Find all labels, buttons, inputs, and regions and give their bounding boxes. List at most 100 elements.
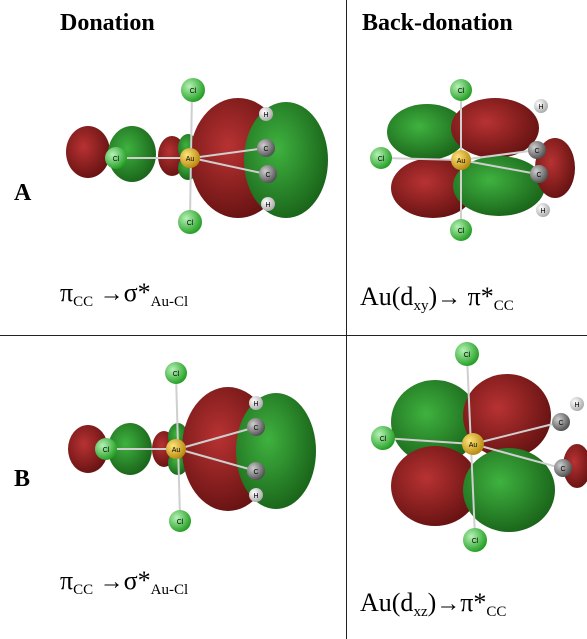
sigma-symbol: σ* [123,278,151,307]
atom-label-h: H [253,493,258,500]
carbon-atom [257,139,275,157]
lobe-red [66,126,110,178]
carbon-atom [552,413,570,431]
pi-star-subscript: CC [486,604,507,620]
atom-label-cl: Cl [177,519,184,526]
au-orbital-text: Au(d [360,282,414,311]
d-orbital-subscript: xz [413,604,428,620]
atom-label-cl: Cl [113,156,120,163]
lobe-red [463,374,551,458]
close-paren: ) [427,588,437,617]
orbital-b-back-svg: Cl Cl Cl Au H C C [371,342,587,552]
chlorine-atom [371,426,395,450]
carbon-atom [247,418,265,436]
d-orbital-subscript: xy [413,298,429,314]
atom-label-c: C [534,148,539,155]
atom-label-c: C [560,466,565,473]
sigma-subscript: Au-Cl [150,294,189,310]
lobe-red [563,444,587,488]
atom-label-c: C [253,469,258,476]
chlorine-atom [95,438,117,460]
orbital-image-b-back-donation: Cl Cl Cl Au H C C [355,340,587,565]
hydrogen-atom [536,203,550,217]
atom-label-cl: Cl [103,447,110,454]
lobe-red [451,98,539,158]
chlorine-atom [370,147,392,169]
caption-b-donation: πCC →σ*Au-Cl [60,566,188,599]
arrow-symbol: → [437,285,462,311]
carbon-atom [528,141,546,159]
chlorine-atom [165,362,187,384]
pi-star-subscript: CC [493,298,514,314]
header-back-donation: Back-donation [362,10,513,36]
atom-label-c: C [263,146,268,153]
hydrogen-atom [259,107,273,121]
bond [177,448,257,472]
orbital-a-back-svg: Cl Cl Cl Au H H C C [370,79,575,241]
atom-label-c: C [536,172,541,179]
chlorine-atom [463,528,487,552]
lobe-green [244,102,328,218]
bond [191,157,267,175]
chlorine-atom [455,342,479,366]
carbon-atom [259,165,277,183]
lobe-red [391,446,479,526]
orbital-image-a-donation: Cl Cl Cl Au H H C C [40,50,340,250]
orbital-image-a-back-donation: Cl Cl Cl Au H H C C [355,70,585,250]
atom-label-h: H [538,104,543,111]
atom-label-au: Au [457,158,466,165]
caption-a-donation: πCC →σ*Au-Cl [60,278,188,311]
vertical-divider [346,0,347,639]
carbon-atom [554,459,572,477]
bond [460,159,538,175]
arrow-symbol: → [436,591,461,617]
bond [472,421,562,445]
bond [191,147,267,159]
atom-label-h: H [540,208,545,215]
carbon-atom [530,165,548,183]
atom-label-cl: Cl [187,220,194,227]
atom-label-au: Au [186,156,195,163]
atom-label-h: H [253,401,258,408]
close-paren: ) [428,282,438,311]
bond [472,443,562,469]
sigma-subscript: Au-Cl [150,582,189,598]
pi-subscript: CC [73,294,94,310]
bond [382,157,462,161]
lobe-red [68,425,108,473]
chlorine-atom [178,210,202,234]
hydrogen-atom [249,488,263,502]
horizontal-divider [0,335,587,336]
atom-label-au: Au [469,442,478,449]
chlorine-atom [169,510,191,532]
caption-b-back-donation: Au(dxz)→π*CC [360,588,506,621]
carbon-atom [247,462,265,480]
lobe-green [236,393,316,509]
pi-symbol: π [60,566,74,595]
atom-label-c: C [265,172,270,179]
gold-atom [451,150,471,170]
au-orbital-text: Au(d [360,588,414,617]
hydrogen-atom [534,99,548,113]
atom-label-cl: Cl [464,352,471,359]
atom-label-au: Au [172,447,181,454]
orbital-b-donation-svg: Cl Cl Cl Au H H C C [68,362,316,532]
row-label-a: A [14,180,32,206]
atom-label-h: H [265,202,270,209]
caption-a-back-donation: Au(dxy)→ π*CC [360,282,514,315]
atom-label-h: H [574,402,579,409]
gold-atom [166,439,186,459]
pi-subscript: CC [73,582,94,598]
orbital-image-b-donation: Cl Cl Cl Au H H C C [50,355,340,540]
sigma-symbol: σ* [123,566,151,595]
atom-label-cl: Cl [458,88,465,95]
hydrogen-atom [570,397,584,411]
lobe-green [387,104,467,160]
atom-label-c: C [253,425,258,432]
atom-label-cl: Cl [173,371,180,378]
atom-label-cl: Cl [380,436,387,443]
lobe-green [463,448,555,532]
row-label-b: B [14,466,31,492]
bond [177,426,257,450]
atom-label-cl: Cl [458,228,465,235]
